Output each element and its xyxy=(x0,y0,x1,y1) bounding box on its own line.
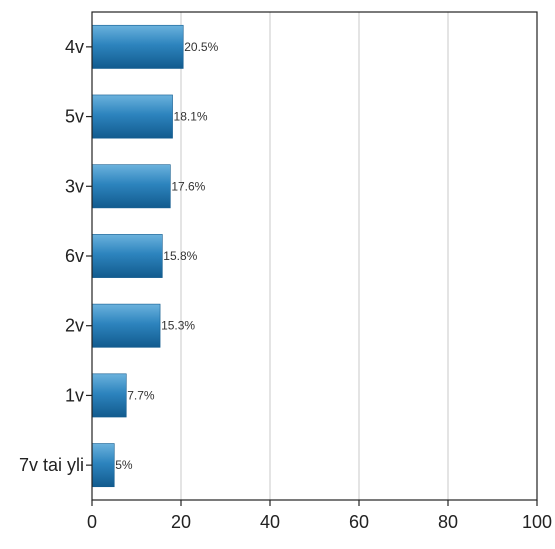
data-label: 5% xyxy=(115,458,133,472)
bar-6v xyxy=(91,234,163,278)
bar-5v xyxy=(91,94,173,139)
category-label: 7v tai yli xyxy=(19,455,84,475)
category-label: 5v xyxy=(65,107,84,127)
bar-1v xyxy=(91,373,127,418)
bars: 20.5% 18.1% 17.6% 15.8% 15.3% 7.7% 5% xyxy=(91,24,219,488)
data-label: 7.7% xyxy=(127,388,155,402)
category-label: 4v xyxy=(65,37,84,57)
bar-4v xyxy=(91,24,184,69)
bar-2v xyxy=(91,303,161,348)
category-label: 2v xyxy=(65,316,84,336)
x-tick-label: 80 xyxy=(438,512,458,532)
y-axis: 4v 5v 3v 6v 2v 1v 7v tai yli xyxy=(19,37,92,475)
x-tick-label: 20 xyxy=(171,512,191,532)
x-axis: 0 20 40 60 80 100 xyxy=(87,500,552,532)
category-label: 6v xyxy=(65,246,84,266)
data-label: 15.3% xyxy=(161,319,195,333)
category-label: 3v xyxy=(65,176,84,196)
x-tick-label: 60 xyxy=(349,512,369,532)
data-label: 17.6% xyxy=(171,179,205,193)
x-tick-label: 0 xyxy=(87,512,97,532)
gridlines xyxy=(180,12,449,500)
x-tick-label: 100 xyxy=(522,512,552,532)
data-label: 20.5% xyxy=(184,40,218,54)
bar-3v xyxy=(91,164,171,209)
bar-7v-tai-yli xyxy=(91,443,115,488)
category-label: 1v xyxy=(65,385,84,405)
x-tick-label: 40 xyxy=(260,512,280,532)
data-label: 15.8% xyxy=(163,249,197,263)
data-label: 18.1% xyxy=(174,110,208,124)
